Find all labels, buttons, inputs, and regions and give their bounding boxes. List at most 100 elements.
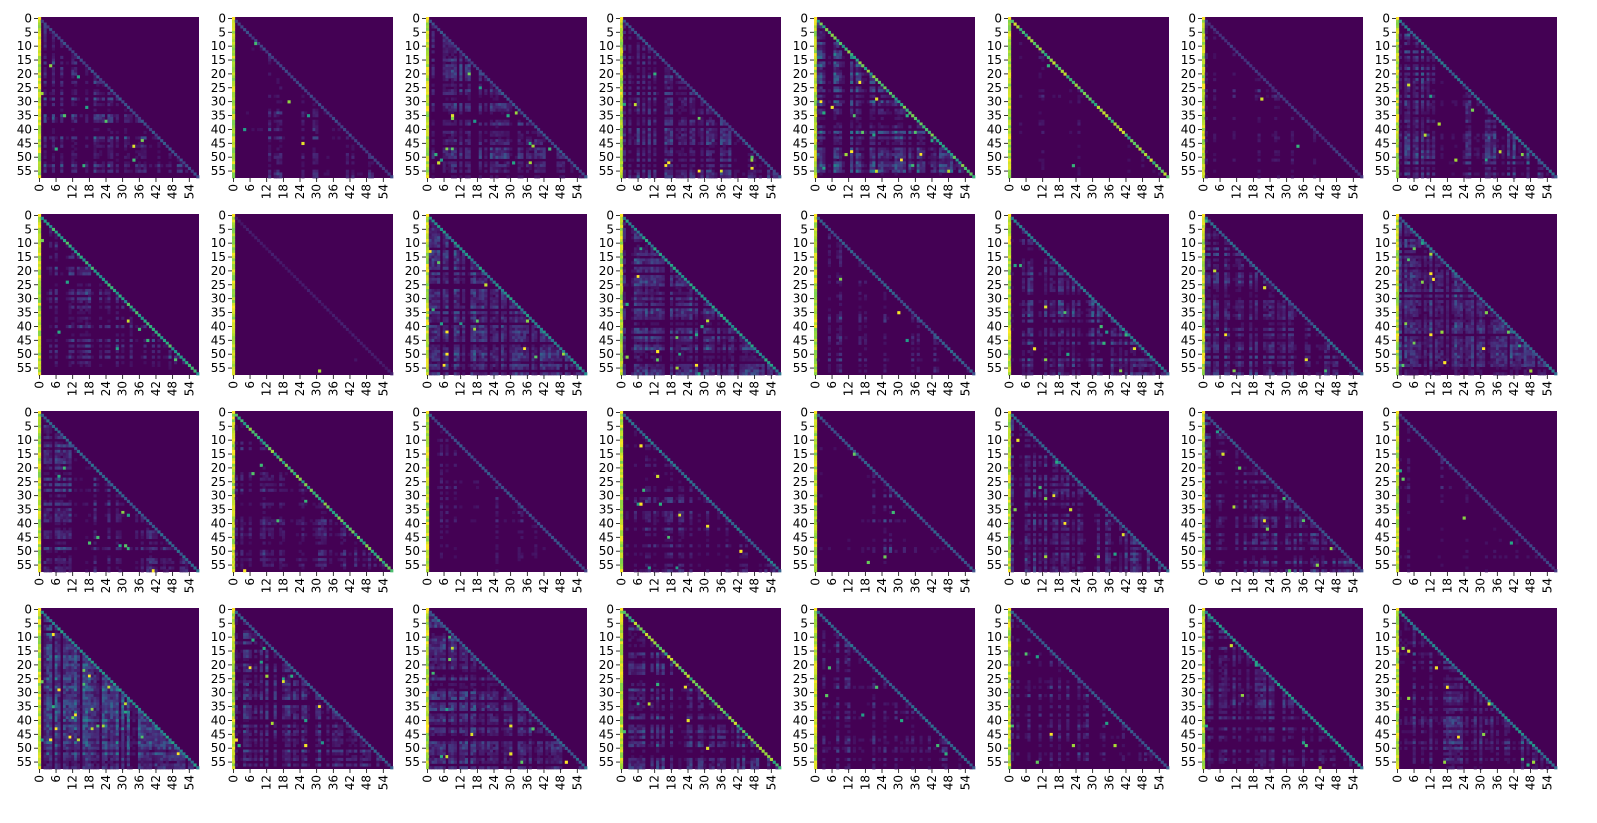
heatmap-cell (1396, 22, 1400, 26)
heatmap-cell (855, 61, 859, 65)
heatmap-cell (1008, 125, 1012, 129)
heatmap-cell (99, 291, 103, 295)
heatmap-cell (1038, 158, 1042, 162)
heatmap-cell (1426, 58, 1430, 62)
heatmap-cell (431, 133, 435, 137)
heatmap-cell (620, 28, 624, 32)
heatmap-cell (814, 119, 818, 123)
heatmap-cell (678, 105, 682, 109)
heatmap-cell (232, 78, 236, 82)
heatmap-cell (1432, 72, 1436, 76)
heatmap-cell (85, 105, 89, 109)
x-tick-label: 36 (326, 184, 340, 199)
heatmap-cell (902, 153, 906, 157)
heatmap-cell (631, 136, 635, 140)
heatmap-cell (622, 130, 626, 134)
y-tick-label: 25 (405, 81, 420, 95)
heatmap-cell (470, 61, 474, 65)
heatmap-cell (814, 147, 818, 151)
heatmap-cell (1398, 72, 1402, 76)
heatmap-cell (49, 28, 53, 32)
heatmap-cell (1202, 100, 1206, 104)
x-tick-label: 42 (1507, 184, 1521, 199)
heatmap-cell (1138, 147, 1142, 151)
heatmap-cell (71, 297, 75, 301)
heatmap-cell (1204, 53, 1208, 57)
heatmap-cell (1509, 155, 1513, 159)
heatmap-cell (426, 108, 430, 112)
heatmap-cell (531, 144, 535, 148)
heatmap-cell (1276, 153, 1281, 157)
heatmap-cell (1157, 166, 1162, 171)
heatmap-cell (667, 111, 671, 115)
heatmap-cell (814, 50, 818, 54)
heatmap-cell (509, 105, 513, 109)
heatmap-cell (1420, 83, 1425, 87)
heatmap-cell (107, 338, 111, 343)
heatmap-cell (450, 97, 455, 101)
heatmap-cell (373, 158, 377, 162)
heatmap-cell (855, 136, 859, 140)
heatmap-cell (1412, 41, 1416, 46)
heatmap-cell (74, 53, 78, 57)
heatmap-cell (1008, 97, 1012, 101)
heatmap-cell (1041, 119, 1045, 123)
heatmap-cell (900, 116, 904, 121)
heatmap-cell (664, 136, 668, 140)
heatmap-cell (872, 153, 876, 157)
heatmap-cell (1534, 155, 1538, 159)
y-tick-label: 45 (211, 136, 226, 150)
heatmap-cell (448, 105, 452, 109)
heatmap-cell (1487, 161, 1491, 165)
heatmap-cell (450, 105, 455, 109)
heatmap-cell (46, 338, 50, 343)
heatmap-cell (426, 41, 430, 46)
heatmap-cell (503, 108, 507, 112)
heatmap-cell (115, 97, 119, 101)
heatmap-cell (562, 169, 566, 173)
heatmap-cell (689, 147, 693, 151)
heatmap-cell (1204, 150, 1208, 154)
heatmap-cell (112, 91, 117, 96)
heatmap-cell (1468, 133, 1472, 137)
heatmap-cell (506, 155, 510, 159)
heatmap-cell (68, 291, 72, 295)
heatmap-cell (642, 153, 646, 157)
heatmap-cell (1349, 164, 1353, 168)
heatmap-cell (539, 130, 543, 134)
heatmap-cell (947, 153, 951, 157)
heatmap-cell (814, 97, 818, 101)
heatmap-cell (675, 75, 679, 79)
heatmap-cell (1462, 155, 1466, 159)
heatmap-cell (620, 125, 624, 129)
heatmap-cell (1432, 144, 1436, 148)
heatmap-cell (484, 108, 488, 112)
heatmap-cell (162, 338, 167, 343)
heatmap-cell (329, 114, 333, 118)
heatmap-cell (636, 175, 640, 179)
heatmap-cell (1420, 91, 1425, 96)
heatmap-cell (1063, 72, 1067, 76)
heatmap-cell (1213, 136, 1217, 140)
heatmap-cell (908, 153, 912, 157)
heatmap-cell (107, 308, 111, 312)
heatmap-cell (636, 58, 640, 62)
x-tick-label: 48 (166, 184, 180, 199)
heatmap-cell (1451, 161, 1455, 165)
heatmap-cell (758, 155, 762, 159)
heatmap-cell (82, 316, 86, 320)
heatmap-cell (1468, 116, 1472, 121)
heatmap-cell (1315, 130, 1319, 134)
heatmap-cell (370, 161, 374, 165)
heatmap-cell (1490, 119, 1494, 123)
heatmap-cell (897, 100, 901, 104)
heatmap-cell (869, 72, 873, 76)
heatmap-cell (43, 36, 47, 40)
heatmap-cell (869, 100, 873, 104)
heatmap-cell (858, 161, 862, 165)
heatmap-cell (838, 130, 843, 134)
heatmap-cell (62, 238, 67, 243)
heatmap-cell (1254, 89, 1258, 93)
heatmap-cell (503, 105, 507, 109)
heatmap-cell (1008, 155, 1012, 159)
